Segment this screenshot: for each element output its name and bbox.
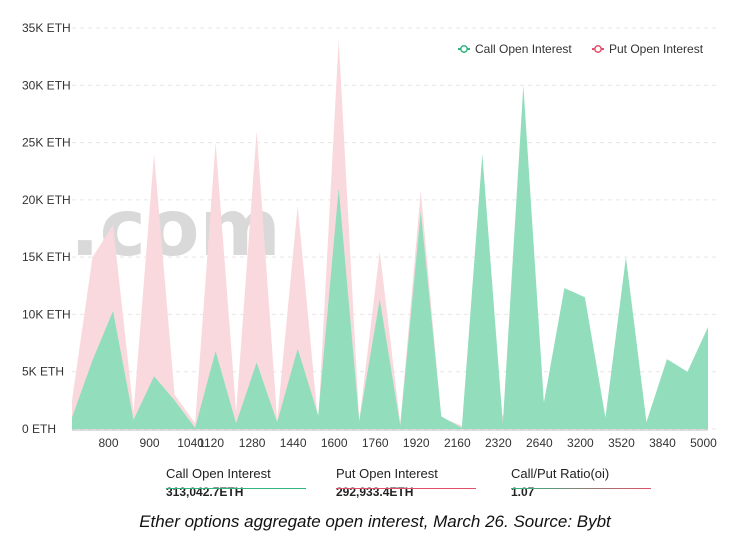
y-axis: 0 ETH 5K ETH 10K ETH 15K ETH 20K ETH 25K ETH 3… — [22, 21, 71, 436]
y-tick-label: 15K ETH — [22, 250, 71, 264]
summary-stats: Call Open Interest 313,042.7ETH Put Open… — [0, 466, 750, 506]
y-tick-label: 20K ETH — [22, 193, 71, 207]
x-tick-label: 1280 — [239, 436, 266, 450]
x-tick-label: 1600 — [321, 436, 348, 450]
y-tick-label: 25K ETH — [22, 136, 71, 150]
x-tick-label: 3200 — [567, 436, 594, 450]
stat-label: Put Open Interest — [336, 466, 438, 481]
stat-call-open-interest: Call Open Interest 313,042.7ETH — [166, 466, 306, 499]
x-tick-label: 3840 — [649, 436, 676, 450]
y-tick-label: 30K ETH — [22, 78, 71, 92]
x-tick-label: 2640 — [526, 436, 553, 450]
x-tick-label: 3520 — [608, 436, 635, 450]
x-tick-label: 2160 — [444, 436, 471, 450]
legend-label: Call Open Interest — [475, 42, 572, 56]
x-tick-label: 5000 — [690, 436, 717, 450]
x-tick-label: 1760 — [362, 436, 389, 450]
figure-caption: Ether options aggregate open interest, M… — [139, 512, 611, 531]
legend-marker-dot — [460, 45, 468, 53]
grid-lines — [72, 27, 718, 430]
x-tick-label: 1120 — [198, 436, 224, 450]
stat-underline — [336, 488, 476, 489]
stat-put-open-interest: Put Open Interest 292,933.4ETH — [336, 466, 476, 499]
legend-label: Put Open Interest — [609, 42, 704, 56]
y-tick-label: 0 ETH — [22, 422, 56, 436]
y-tick-label: 10K ETH — [22, 307, 71, 321]
y-tick-label: 35K ETH — [22, 21, 71, 35]
stat-underline — [511, 488, 651, 489]
x-tick-label: 900 — [140, 436, 160, 450]
x-tick-label: 1440 — [280, 436, 307, 450]
legend-marker-dot — [594, 45, 602, 53]
stat-underline — [166, 488, 306, 489]
x-tick-label: 800 — [99, 436, 119, 450]
stat-label: Call/Put Ratio(oi) — [511, 466, 610, 481]
x-tick-label: 2320 — [485, 436, 512, 450]
y-tick-label: 5K ETH — [22, 365, 64, 379]
x-tick-label: 1040 — [177, 436, 204, 450]
stat-label: Call Open Interest — [166, 466, 271, 481]
legend: Call Open Interest Put Open Interest — [458, 42, 704, 56]
put-open-interest-area — [72, 39, 708, 429]
series-areas — [72, 39, 708, 430]
x-tick-label: 1920 — [403, 436, 430, 450]
stat-call-put-ratio: Call/Put Ratio(oi) 1.07 — [511, 466, 651, 499]
